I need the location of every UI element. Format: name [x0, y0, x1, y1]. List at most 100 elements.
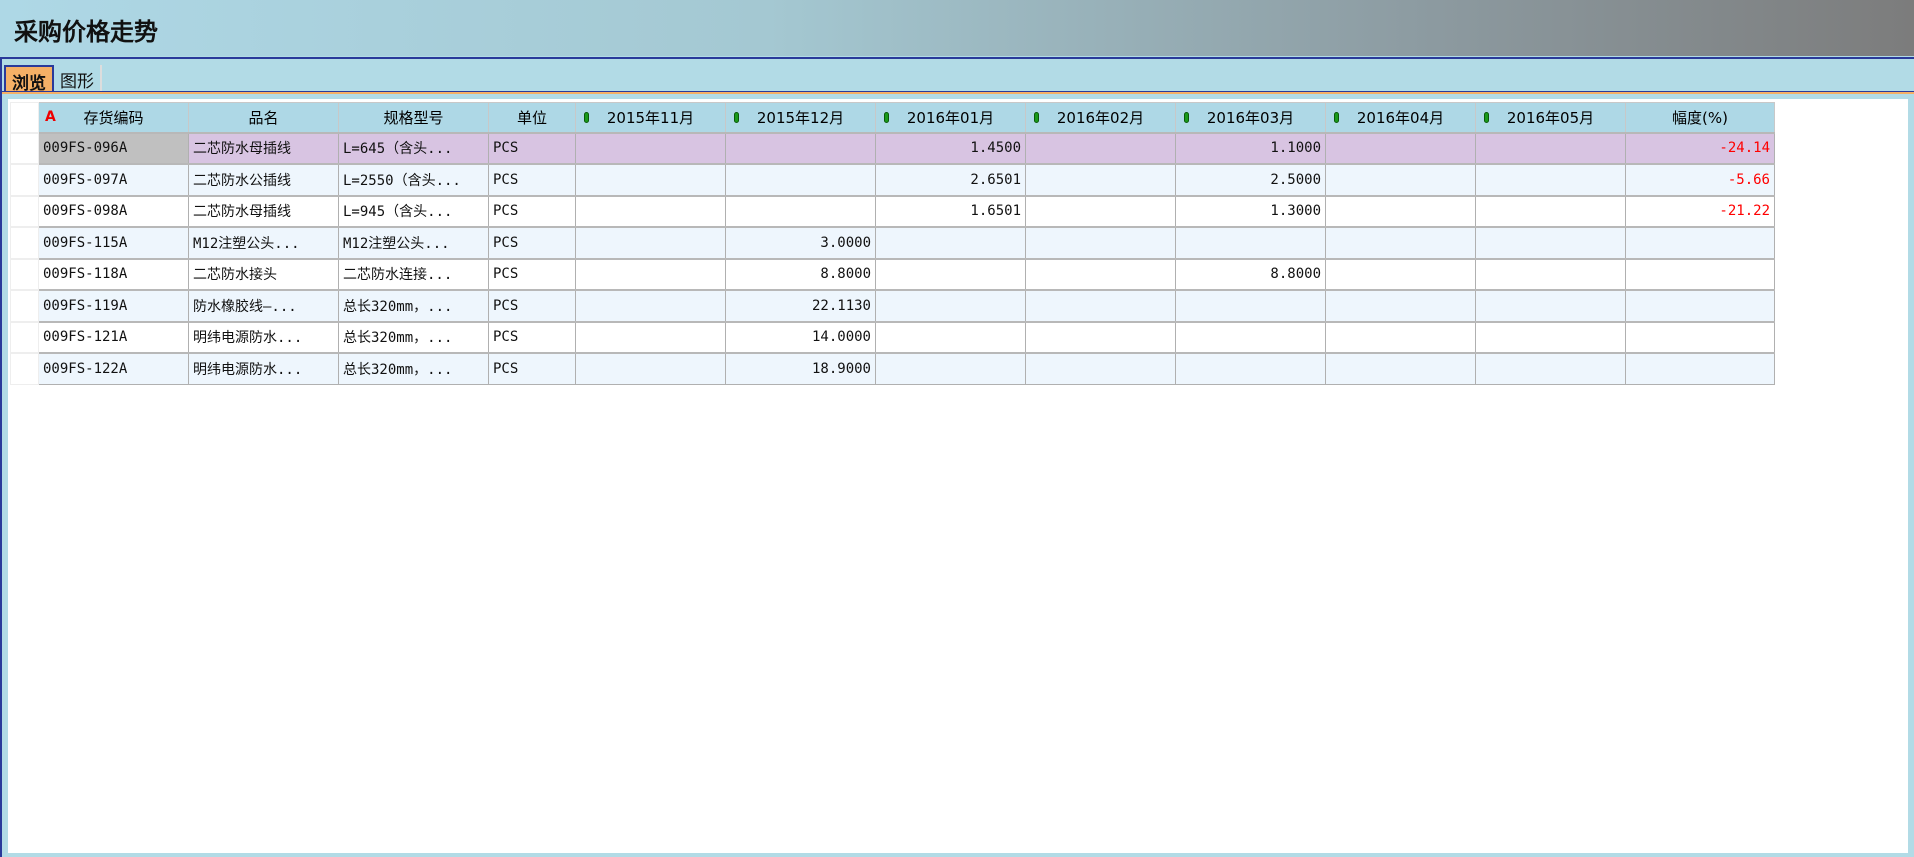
table-cell[interactable]: [1175, 226, 1326, 259]
table-cell[interactable]: [1475, 226, 1626, 259]
table-cell[interactable]: [575, 131, 726, 165]
table-cell[interactable]: [875, 226, 1026, 259]
table-cell[interactable]: 总长320mm，...: [338, 320, 489, 354]
table-cell[interactable]: [1175, 320, 1326, 354]
table-cell[interactable]: 009FS-097A: [38, 163, 189, 196]
table-cell[interactable]: [1625, 226, 1775, 259]
table-cell[interactable]: 009FS-119A: [38, 289, 189, 322]
row-header[interactable]: [10, 352, 39, 385]
column-header[interactable]: 2016年03月: [1175, 102, 1326, 134]
row-header[interactable]: [10, 131, 39, 165]
table-cell[interactable]: [1625, 352, 1775, 385]
table-cell[interactable]: [1025, 131, 1176, 165]
table-row[interactable]: 009FS-118A 二芯防水接头 二芯防水连接... PCS 8.8000 8.8000: [10, 257, 1775, 291]
table-cell[interactable]: [1475, 289, 1626, 322]
table-cell[interactable]: PCS: [488, 257, 576, 291]
table-cell[interactable]: [575, 194, 726, 228]
table-cell[interactable]: 二芯防水母插线: [188, 131, 339, 165]
tab-chart[interactable]: 图形: [54, 65, 102, 93]
table-cell[interactable]: [1175, 352, 1326, 385]
table-cell[interactable]: PCS: [488, 289, 576, 322]
table-cell[interactable]: 1.1000: [1175, 131, 1326, 165]
table-cell[interactable]: PCS: [488, 163, 576, 196]
column-header[interactable]: 单位: [488, 102, 576, 134]
table-cell[interactable]: [1625, 320, 1775, 354]
table-cell[interactable]: -5.66: [1625, 163, 1775, 196]
table-cell[interactable]: 明纬电源防水...: [188, 320, 339, 354]
table-cell[interactable]: M12注塑公头...: [188, 226, 339, 259]
table-cell[interactable]: 009FS-096A: [38, 131, 189, 165]
column-header[interactable]: 2016年05月: [1475, 102, 1626, 134]
table-cell[interactable]: [1475, 352, 1626, 385]
table-cell[interactable]: [575, 163, 726, 196]
row-header[interactable]: [10, 163, 39, 196]
column-header[interactable]: 2016年04月: [1325, 102, 1476, 134]
table-cell[interactable]: 二芯防水连接...: [338, 257, 489, 291]
table-cell[interactable]: [1025, 257, 1176, 291]
table-cell[interactable]: -24.14: [1625, 131, 1775, 165]
table-cell[interactable]: [575, 320, 726, 354]
table-cell[interactable]: PCS: [488, 194, 576, 228]
table-cell[interactable]: L=2550（含头...: [338, 163, 489, 196]
table-cell[interactable]: [1475, 320, 1626, 354]
table-row[interactable]: 009FS-096A 二芯防水母插线 L=645（含头... PCS 1.4500 1.1…: [10, 131, 1775, 165]
column-header[interactable]: A 存货编码: [38, 102, 189, 134]
table-cell[interactable]: [1025, 163, 1176, 196]
table-cell[interactable]: [1325, 226, 1476, 259]
table-cell[interactable]: [575, 289, 726, 322]
column-header[interactable]: 规格型号: [338, 102, 489, 134]
table-cell[interactable]: 009FS-122A: [38, 352, 189, 385]
column-header[interactable]: 2016年01月: [875, 102, 1026, 134]
table-cell[interactable]: 1.6501: [875, 194, 1026, 228]
table-cell[interactable]: 总长320mm，...: [338, 289, 489, 322]
table-cell[interactable]: 8.8000: [725, 257, 876, 291]
table-cell[interactable]: L=645（含头...: [338, 131, 489, 165]
table-cell[interactable]: 3.0000: [725, 226, 876, 259]
table-cell[interactable]: M12注塑公头...: [338, 226, 489, 259]
table-cell[interactable]: [1025, 352, 1176, 385]
table-cell[interactable]: [1475, 163, 1626, 196]
table-cell[interactable]: [1025, 289, 1176, 322]
row-header[interactable]: [10, 320, 39, 354]
table-cell[interactable]: 009FS-098A: [38, 194, 189, 228]
row-header[interactable]: [10, 257, 39, 291]
table-cell[interactable]: PCS: [488, 226, 576, 259]
tab-browse[interactable]: 浏览: [4, 65, 54, 94]
table-cell[interactable]: [875, 352, 1026, 385]
table-cell[interactable]: PCS: [488, 352, 576, 385]
table-cell[interactable]: 009FS-121A: [38, 320, 189, 354]
table-cell[interactable]: 18.9000: [725, 352, 876, 385]
table-cell[interactable]: 1.4500: [875, 131, 1026, 165]
column-header[interactable]: 2016年02月: [1025, 102, 1176, 134]
row-header[interactable]: [10, 194, 39, 228]
table-cell[interactable]: 1.3000: [1175, 194, 1326, 228]
table-cell[interactable]: [875, 257, 1026, 291]
table-cell[interactable]: [1625, 257, 1775, 291]
table-cell[interactable]: 二芯防水母插线: [188, 194, 339, 228]
table-cell[interactable]: [1325, 131, 1476, 165]
table-cell[interactable]: 2.6501: [875, 163, 1026, 196]
table-cell[interactable]: PCS: [488, 320, 576, 354]
table-cell[interactable]: 14.0000: [725, 320, 876, 354]
table-row[interactable]: 009FS-097A 二芯防水公插线 L=2550（含头... PCS 2.6501 2.…: [10, 163, 1775, 196]
column-header[interactable]: 2015年11月: [575, 102, 726, 134]
table-cell[interactable]: [1325, 257, 1476, 291]
table-row[interactable]: 009FS-098A 二芯防水母插线 L=945（含头... PCS 1.6501 1.3…: [10, 194, 1775, 228]
table-cell[interactable]: 二芯防水接头: [188, 257, 339, 291]
table-cell[interactable]: [725, 163, 876, 196]
table-cell[interactable]: [1325, 352, 1476, 385]
column-header[interactable]: 2015年12月: [725, 102, 876, 134]
table-row[interactable]: 009FS-121A 明纬电源防水... 总长320mm，... PCS 14.0000: [10, 320, 1775, 354]
table-row[interactable]: 009FS-115A M12注塑公头... M12注塑公头... PCS 3.0000: [10, 226, 1775, 259]
table-cell[interactable]: 防水橡胶线—...: [188, 289, 339, 322]
table-cell[interactable]: PCS: [488, 131, 576, 165]
table-cell[interactable]: [575, 352, 726, 385]
table-cell[interactable]: [1325, 194, 1476, 228]
table-cell[interactable]: [725, 194, 876, 228]
column-header[interactable]: 幅度(%): [1625, 102, 1775, 134]
table-cell[interactable]: 明纬电源防水...: [188, 352, 339, 385]
table-cell[interactable]: [1025, 226, 1176, 259]
table-cell[interactable]: [1025, 320, 1176, 354]
table-cell[interactable]: [1475, 131, 1626, 165]
table-cell[interactable]: 22.1130: [725, 289, 876, 322]
